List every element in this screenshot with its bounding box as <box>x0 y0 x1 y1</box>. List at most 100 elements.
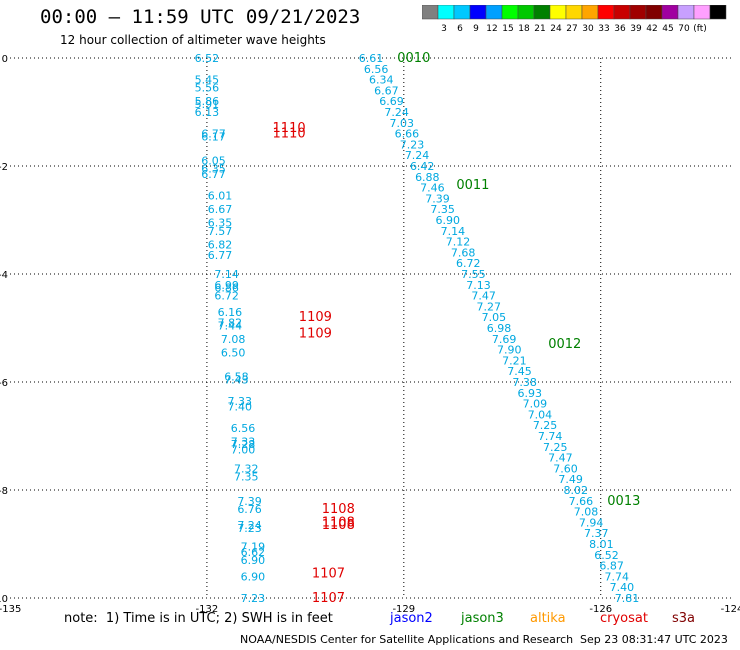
swh-value-jason3: 7.47 <box>471 290 496 303</box>
chart-title: 00:00 – 11:59 UTC 09/21/2023 <box>40 6 361 28</box>
swh-value-jason3: 7.69 <box>492 333 517 346</box>
swh-value-jason3: 7.74 <box>538 430 563 443</box>
swh-value-jason3: 7.38 <box>512 376 537 389</box>
swh-value-jason3: 7.25 <box>543 441 568 454</box>
swh-value-cryosat: 5.45 <box>195 74 220 87</box>
legend-jason2: jason2 <box>390 611 433 626</box>
swh-value-jason3: 7.24 <box>384 106 409 119</box>
swh-value-cryosat: 6.05 <box>201 155 226 168</box>
swh-value-cryosat: 6.13 <box>195 106 220 119</box>
pass-label: 1108 <box>322 515 355 530</box>
swh-value-jason3: 6.87 <box>599 560 624 573</box>
swh-value-cryosat: 7.23 <box>237 522 262 535</box>
swh-value-cryosat: 6.01 <box>208 190 233 203</box>
legend-label: 3 <box>441 24 447 34</box>
swh-value-jason3: 6.93 <box>517 387 542 400</box>
y-tick-label: -2 <box>0 162 8 173</box>
legend-label: 9 <box>473 24 479 34</box>
pass-label: 1107 <box>312 567 345 582</box>
swh-value-cryosat: 7.39 <box>237 495 262 508</box>
y-tick-label: -6 <box>0 378 8 389</box>
swh-value-cryosat: 7.32 <box>234 462 259 475</box>
legend-label: (ft) <box>693 24 707 34</box>
swh-value-jason3: 7.08 <box>574 506 599 519</box>
legend-label: 27 <box>566 24 577 34</box>
swh-value-cryosat: 6.58 <box>224 371 249 384</box>
legend-altika: altika <box>530 611 566 626</box>
pass-label: 0010 <box>397 51 430 66</box>
pass-label: 0012 <box>548 337 581 352</box>
legend-jason3: jason3 <box>461 611 504 626</box>
swh-value-cryosat: 7.00 <box>231 444 256 457</box>
swh-value-cryosat: 7.57 <box>208 225 233 238</box>
swh-value-jason3: 7.39 <box>425 192 450 205</box>
pass-label: 1109 <box>299 310 332 325</box>
pass-label: 1110 <box>273 127 306 142</box>
swh-value-jason3: 7.21 <box>502 354 527 367</box>
chart-subtitle: 12 hour collection of altimeter wave hei… <box>60 33 326 47</box>
y-tick-label: -8 <box>0 486 8 497</box>
swh-value-cryosat: 6.76 <box>237 503 262 516</box>
pass-label: 1107 <box>312 591 345 606</box>
swh-value-cryosat: 7.35 <box>234 471 259 484</box>
swh-value-jason3: 7.27 <box>477 300 502 313</box>
pass-label: 1109 <box>299 326 332 341</box>
swh-value-cryosat: 6.86 <box>214 282 239 295</box>
swh-value-cryosat: 6.50 <box>221 346 246 359</box>
swh-value-jason3: 6.90 <box>436 214 461 227</box>
x-tick-label: -124 <box>721 604 740 615</box>
swh-value-cryosat: 6.35 <box>208 217 233 230</box>
swh-value-jason3: 7.68 <box>451 246 476 259</box>
legend-label: 21 <box>534 24 545 34</box>
legend-label: 33 <box>598 24 609 34</box>
y-tick-label: -4 <box>0 270 8 281</box>
credit-line: NOAA/NESDIS Center for Satellite Applica… <box>240 633 574 646</box>
swh-value-cryosat: 6.56 <box>231 422 256 435</box>
swh-value-jason3: 7.24 <box>405 149 430 162</box>
swh-value-cryosat: 6.16 <box>218 306 243 319</box>
footnote-note: note: 1) Time is in UTC; 2) SWH is in fe… <box>64 611 333 626</box>
swh-value-cryosat: 6.99 <box>214 279 239 292</box>
swh-value-jason3: 7.13 <box>466 279 491 292</box>
swh-value-cryosat: 6.82 <box>208 238 233 251</box>
swh-value-jason3: 7.49 <box>558 473 583 486</box>
legend-s3a: s3a <box>672 611 696 626</box>
swh-value-cryosat: 7.23 <box>241 592 266 605</box>
swh-value-jason3: 6.88 <box>415 171 440 184</box>
swh-value-cryosat: 7.28 <box>231 438 256 451</box>
swh-value-jason3: 7.74 <box>604 570 629 583</box>
legend-label: 36 <box>614 24 626 34</box>
swh-value-jason3: 7.66 <box>569 495 594 508</box>
swh-value-jason3: 7.94 <box>579 516 604 529</box>
swh-value-jason3: 6.52 <box>594 549 619 562</box>
x-tick-label: -126 <box>589 604 612 615</box>
swh-value-cryosat: 6.77 <box>208 249 233 262</box>
swh-value-jason3: 7.23 <box>400 138 425 151</box>
swh-value-cryosat: 7.14 <box>214 268 239 281</box>
swh-value-jason3: 7.46 <box>420 182 445 195</box>
swh-value-cryosat: 7.33 <box>227 395 252 408</box>
swh-value-jason3: 7.40 <box>610 581 635 594</box>
swh-value-jason3: 7.09 <box>523 398 548 411</box>
pass-label: 1108 <box>322 518 355 533</box>
swh-value-cryosat: 7.33 <box>231 435 256 448</box>
legend-label: 70 <box>678 24 690 34</box>
legend-label: 18 <box>518 24 530 34</box>
legend-label: 45 <box>662 24 673 34</box>
swh-value-cryosat: 6.35 <box>201 163 226 176</box>
pass-label: 0011 <box>456 178 489 193</box>
timestamp: Sep 23 08:31:47 UTC 2023 <box>580 633 728 646</box>
legend-cryosat: cryosat <box>600 611 648 626</box>
x-tick-label: -135 <box>0 604 21 615</box>
swh-value-jason3: 7.04 <box>528 408 553 421</box>
swh-value-cryosat: 6.90 <box>241 554 266 567</box>
swh-value-cryosat: 6.90 <box>241 570 266 583</box>
swh-value-jason3: 7.90 <box>497 344 522 357</box>
swh-value-jason3: 7.03 <box>389 117 414 130</box>
y-tick-label: 0 <box>2 54 8 65</box>
swh-value-cryosat: 6.77 <box>201 128 226 141</box>
swh-value-cryosat: 5.56 <box>195 82 220 95</box>
swh-value-jason3: 6.69 <box>379 95 404 108</box>
swh-value-jason3: 7.35 <box>430 203 455 216</box>
